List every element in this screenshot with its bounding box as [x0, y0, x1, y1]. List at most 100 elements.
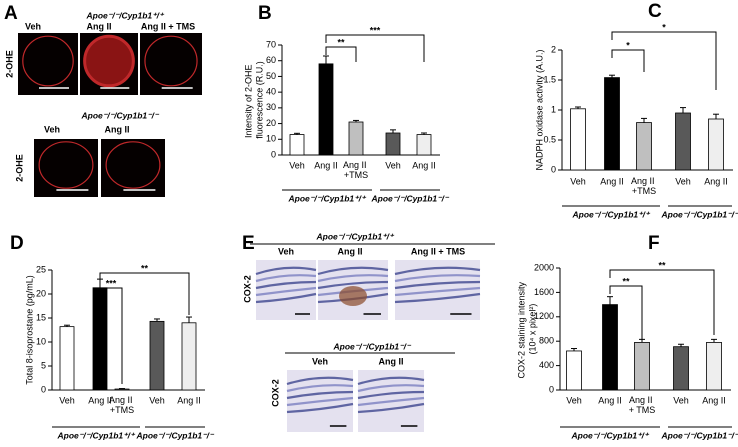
micrograph: [101, 139, 165, 197]
group-label: Apoe⁻/⁻/Cyp1b1⁺/⁺: [288, 193, 367, 203]
x-tick-label: Ang II +TMS: [343, 160, 369, 180]
x-tick-label: Ang II: [702, 395, 726, 405]
y-tick-label: 0: [271, 149, 276, 159]
significance-label: *: [662, 22, 666, 32]
tissue-layer: [317, 266, 389, 276]
error-bar: [571, 348, 577, 351]
significance-label: **: [658, 260, 666, 270]
x-tick-label: Veh: [149, 395, 165, 405]
y-tick-label: 800: [539, 336, 554, 346]
column-label: Ang II + TMS: [411, 246, 465, 256]
significance-bracket: [325, 46, 357, 62]
tissue-layer: [357, 390, 425, 400]
x-tick-label: Ang II: [177, 395, 201, 405]
x-tick-label: Ang II +TMS: [109, 395, 135, 415]
tissue-layer: [255, 292, 317, 304]
x-tick-label: Ang II: [314, 160, 338, 170]
micrograph: [34, 139, 98, 197]
panel-letter: C: [648, 1, 662, 22]
vessel-ring: [144, 35, 198, 87]
y-tick-label: 15: [36, 312, 46, 322]
stain: [339, 286, 367, 306]
x-tick-label: Veh: [566, 395, 582, 405]
x-tick-label: Veh: [570, 176, 586, 186]
row-label: COX-2: [270, 379, 280, 407]
group-label: Apoe⁻/⁻/Cyp1b1⁺/⁺: [571, 430, 650, 440]
error-bar: [294, 132, 300, 135]
y-tick-label: 70: [266, 39, 276, 49]
y-tick-label: 50: [266, 71, 276, 81]
tissue-layer: [394, 266, 481, 276]
y-tick-label: 2000: [534, 262, 554, 272]
y-axis-label: COX-2 staining intensity (10⁴ x pixel²): [517, 279, 538, 378]
column-label: Ang II: [105, 124, 130, 134]
y-tick-label: 10: [266, 134, 276, 144]
significance-bracket: [609, 285, 643, 340]
row-label: 2-OHE: [14, 154, 24, 182]
tissue-layer: [394, 274, 481, 283]
micrograph: [140, 33, 202, 95]
x-tick-label: Ang II +TMS: [631, 176, 657, 196]
y-tick-label: 0.5: [543, 134, 556, 144]
bar: [318, 63, 334, 156]
bar: [673, 346, 689, 391]
column-label: Veh: [44, 124, 60, 134]
significance-label: *: [626, 40, 630, 50]
tissue-layer: [394, 292, 481, 304]
y-axis-label: Intensity of 2-OHE fluorescence (R.U.): [244, 61, 265, 139]
tissue-layer: [286, 390, 354, 400]
x-tick-label: Veh: [385, 160, 401, 170]
x-tick-label: Ang II: [88, 395, 112, 405]
error-bar: [154, 318, 160, 322]
group-title: Apoe⁻/⁻/Cyp1b1⁺/⁺: [86, 10, 165, 20]
y-axis-label: NADPH oxidase activity (A.U.): [534, 49, 544, 170]
significance-bracket: [611, 31, 717, 90]
significance-label: **: [141, 263, 149, 273]
x-tick-label: Veh: [673, 395, 689, 405]
tissue-layer: [317, 274, 389, 283]
significance-bracket: [611, 49, 645, 72]
y-tick-label: 60: [266, 55, 276, 65]
error-bar: [353, 119, 359, 122]
y-tick-label: 0: [41, 384, 46, 394]
error-bar: [575, 106, 581, 109]
group-label: Apoe⁻/⁻/Cyp1b1⁺/⁺: [572, 209, 651, 219]
significance-label: ***: [106, 278, 117, 288]
panel-letter: A: [4, 3, 18, 24]
column-label: Veh: [278, 246, 294, 256]
row-label: COX-2: [242, 275, 252, 303]
y-tick-label: 1: [551, 104, 556, 114]
bar: [181, 322, 197, 391]
significance-bracket: [325, 34, 425, 62]
x-tick-label: Ang II: [412, 160, 436, 170]
error-bar: [711, 338, 717, 343]
bar: [706, 342, 722, 391]
vessel-ring: [22, 35, 74, 87]
tissue-layer: [286, 376, 354, 386]
y-tick-label: 20: [266, 118, 276, 128]
significance-label: **: [337, 37, 345, 47]
row-label: 2-OHE: [4, 50, 14, 78]
error-bar: [680, 107, 686, 113]
bar: [570, 108, 586, 171]
group-title: Apoe⁻/⁻/Cyp1b1⁺/⁺: [316, 231, 395, 241]
bar: [602, 304, 618, 391]
x-tick-label: Ang II: [600, 176, 624, 186]
y-tick-label: 0: [549, 384, 554, 394]
tissue-layer: [357, 396, 425, 407]
column-label: Veh: [312, 356, 328, 366]
panel-letter: D: [10, 233, 24, 254]
error-bar: [323, 55, 329, 64]
significance-bracket: [99, 272, 190, 315]
vessel-ring: [105, 141, 161, 189]
tissue-layer: [255, 266, 317, 276]
error-bar: [713, 113, 719, 119]
column-label: Veh: [25, 21, 41, 31]
tissue-layer: [357, 376, 425, 386]
significance-label: **: [622, 276, 630, 286]
error-bar: [607, 296, 613, 305]
column-label: Ang II + TMS: [141, 21, 195, 31]
significance-bracket: [609, 269, 715, 335]
error-bar: [678, 343, 684, 347]
